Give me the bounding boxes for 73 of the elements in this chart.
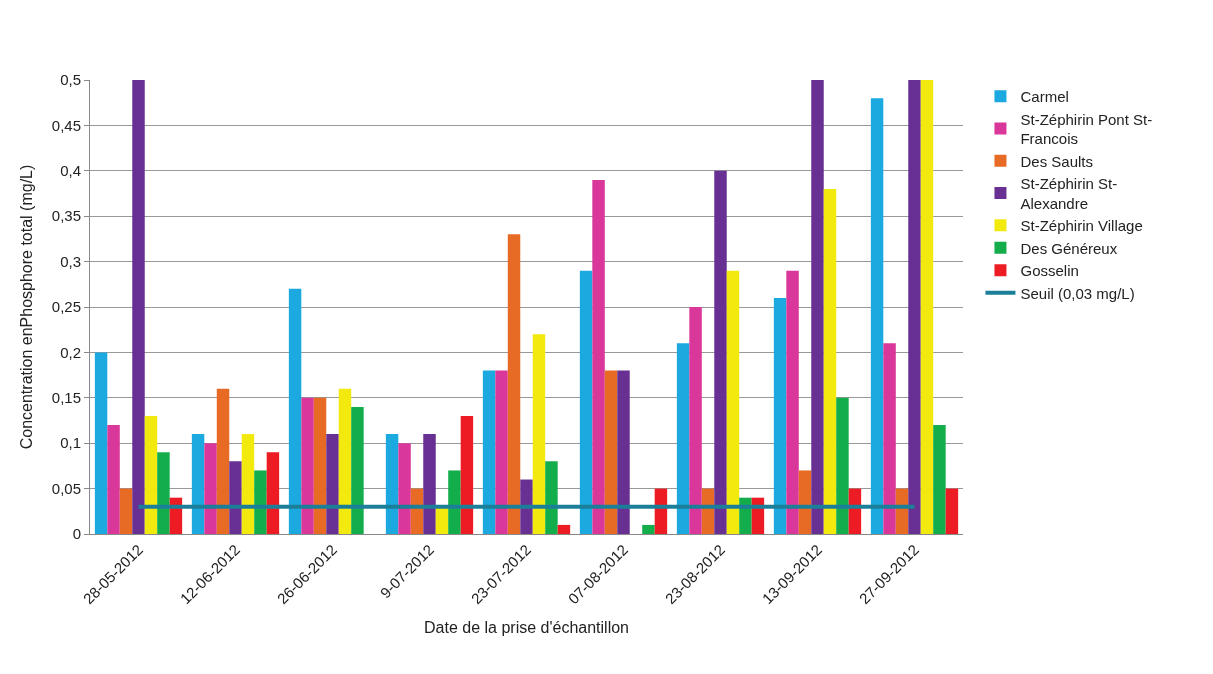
bar bbox=[532, 334, 546, 534]
bar bbox=[254, 470, 267, 534]
y-tick-label: 0 bbox=[72, 525, 81, 543]
legend-label: Seuil (0,03 mg/L) bbox=[1020, 284, 1135, 302]
bar bbox=[351, 406, 364, 534]
bar bbox=[229, 461, 242, 534]
y-tick-label: 0,25 bbox=[51, 298, 81, 316]
bar bbox=[191, 434, 205, 534]
bar bbox=[798, 470, 812, 534]
bar bbox=[482, 370, 496, 534]
bar bbox=[385, 434, 399, 534]
bar bbox=[107, 425, 120, 534]
y-tick-label: 0,15 bbox=[51, 389, 81, 407]
bar bbox=[266, 452, 280, 534]
y-tick-label: 0,35 bbox=[51, 207, 81, 225]
legend-label: Carmel bbox=[1020, 88, 1069, 106]
bar bbox=[495, 370, 508, 534]
legend-label: St-Zéphirin Village bbox=[1020, 217, 1143, 235]
bar bbox=[132, 80, 145, 534]
bar bbox=[823, 188, 837, 534]
bar bbox=[945, 488, 959, 534]
bar bbox=[301, 397, 314, 534]
bar bbox=[617, 370, 630, 534]
bar bbox=[241, 434, 255, 534]
y-tick-label: 0,5 bbox=[60, 71, 81, 89]
bar bbox=[908, 80, 921, 534]
bar bbox=[714, 170, 727, 534]
bar bbox=[448, 470, 461, 534]
bar bbox=[460, 415, 474, 534]
bar bbox=[773, 297, 787, 534]
legend-label: Gosselin bbox=[1020, 262, 1079, 280]
bar bbox=[144, 415, 158, 534]
bar bbox=[786, 270, 799, 534]
bar bbox=[338, 388, 352, 534]
legend-label: Des Généreux bbox=[1020, 239, 1118, 257]
bar bbox=[313, 397, 327, 534]
bar bbox=[326, 434, 339, 534]
y-tick-label: 0,3 bbox=[60, 252, 81, 270]
bar bbox=[398, 443, 411, 534]
legend-label: St-Zéphirin St- Alexandre bbox=[1020, 175, 1118, 212]
bar bbox=[288, 288, 302, 534]
bar bbox=[545, 461, 558, 534]
bar bbox=[579, 270, 593, 534]
y-axis-title: Concentration enPhosphore total (mg/L) bbox=[17, 164, 35, 450]
bar bbox=[689, 307, 702, 534]
y-tick-label: 0,2 bbox=[60, 343, 81, 361]
bar bbox=[557, 524, 571, 534]
y-tick-label: 0,05 bbox=[51, 479, 81, 497]
bar bbox=[423, 434, 436, 534]
bar bbox=[520, 479, 533, 534]
bar bbox=[507, 234, 521, 534]
y-tick-label: 0,1 bbox=[60, 434, 81, 452]
bar bbox=[676, 343, 690, 534]
bar bbox=[604, 370, 618, 534]
bar bbox=[119, 488, 133, 534]
legend-label: Des Saults bbox=[1020, 152, 1094, 170]
bar bbox=[920, 80, 934, 534]
bar bbox=[94, 352, 108, 534]
bar bbox=[642, 524, 655, 534]
bar bbox=[216, 388, 230, 534]
y-tick-label: 0,4 bbox=[60, 162, 81, 180]
bar bbox=[883, 343, 896, 534]
bar bbox=[592, 179, 605, 534]
bar bbox=[811, 80, 824, 534]
bar bbox=[933, 425, 946, 534]
bar bbox=[204, 443, 217, 534]
bar bbox=[157, 452, 170, 534]
y-tick-label: 0,45 bbox=[51, 116, 81, 134]
bar bbox=[726, 270, 740, 534]
bar bbox=[836, 397, 849, 534]
legend-label: St-Zéphirin Pont St- Francois bbox=[1020, 110, 1153, 148]
x-axis-title: Date de la prise d'échantillon bbox=[424, 618, 629, 636]
bar bbox=[870, 98, 884, 534]
